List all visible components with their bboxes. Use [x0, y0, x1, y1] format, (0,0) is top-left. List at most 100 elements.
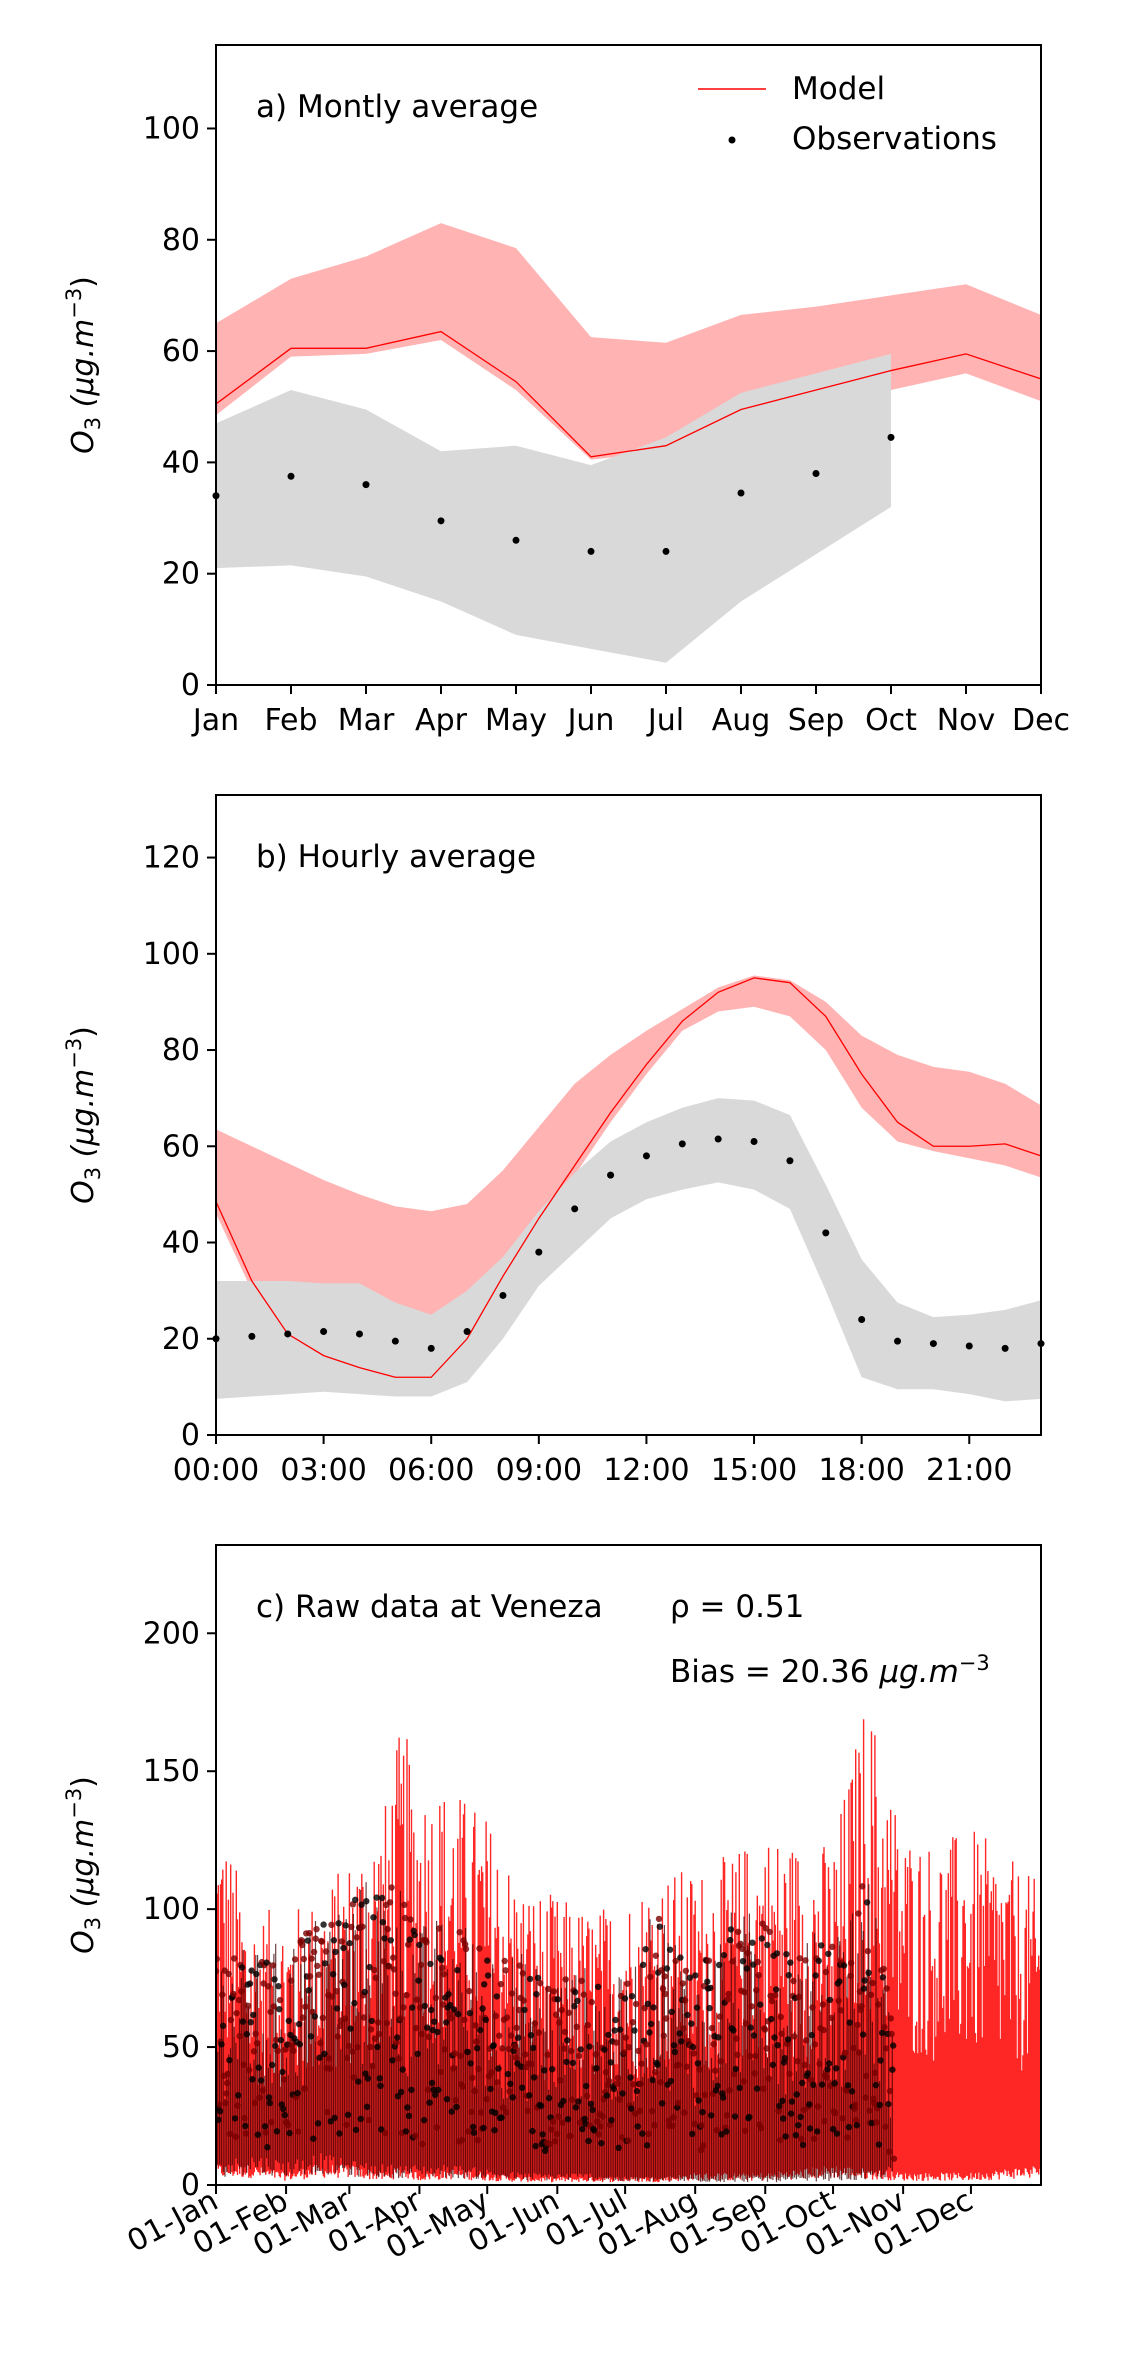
observation-point: [662, 1990, 669, 1998]
observation-point: [288, 1977, 295, 1984]
observation-point: [468, 2108, 475, 2116]
panel-c-y-axis: 0 50 100 150 200: [143, 1616, 216, 2203]
observation-point: [705, 1957, 713, 1964]
observation-point: [550, 1988, 557, 1995]
observation-point: [876, 2101, 883, 2109]
y-tick-label: 100: [143, 111, 200, 146]
observation-point: [251, 2099, 258, 2107]
observation-point: [832, 2109, 839, 2117]
observation-point: [282, 2046, 289, 2053]
observation-point: [633, 2087, 641, 2095]
observation-point: [575, 2052, 583, 2060]
observation-point: [732, 2065, 739, 2073]
observation-point: [578, 1977, 585, 1985]
observation-point: [622, 2034, 629, 2041]
x-tick-label: 18:00: [818, 1453, 904, 1488]
observation-point: [836, 1978, 843, 1985]
observation-point: [874, 2001, 882, 2008]
ylabel-exp: −3: [62, 288, 86, 319]
observation-point: [428, 2006, 435, 2014]
observation-point: [794, 2058, 801, 2065]
observation-point: [733, 2035, 740, 2042]
observation-point: [871, 2069, 879, 2076]
observation-point: [322, 1948, 330, 1955]
panel-c-frame: [215, 1544, 1042, 2186]
observation-point: [825, 2060, 833, 2067]
observation-point: [823, 2074, 830, 2081]
observation-point: [370, 1914, 377, 1921]
observation-point: [589, 2106, 596, 2113]
observation-point: [726, 2087, 733, 2094]
observation-point: [504, 2070, 512, 2078]
observation-point: [797, 2113, 804, 2121]
observation-point: [546, 2140, 553, 2148]
observation-point: [372, 1974, 379, 1982]
observation-point: [839, 2115, 846, 2122]
observation-point: [224, 2070, 232, 2077]
observation-point: [515, 2006, 523, 2014]
observation-point: [219, 2022, 227, 2030]
observation-point: [471, 2087, 478, 2095]
observation-point: [746, 2113, 753, 2121]
observation-point: [727, 1926, 735, 1933]
observation-point: [501, 1957, 508, 1965]
observation-point: [322, 1960, 329, 1967]
observation-point: [686, 1974, 694, 1981]
observation-point: [660, 2032, 667, 2039]
observation-point: [595, 2131, 603, 2138]
observation-point: [859, 2031, 867, 2038]
observation-point: [787, 1959, 794, 1966]
observation-point: [752, 2052, 759, 2059]
observation-point: [530, 2074, 538, 2081]
observation-point: [818, 1942, 825, 1949]
observation-point: [713, 2127, 720, 2134]
observation-point: [888, 2030, 895, 2038]
observation-point: [287, 472, 295, 480]
observation-point: [852, 2116, 860, 2124]
observation-point: [828, 2014, 835, 2022]
observation-point: [676, 2030, 683, 2037]
observation-point: [238, 1988, 245, 1995]
observation-point: [800, 2106, 807, 2113]
ylabel-o: O: [66, 1180, 101, 1204]
observation-point: [477, 2109, 485, 2116]
observation-point: [477, 2026, 484, 2034]
y-tick-label: 80: [162, 223, 200, 258]
observation-point: [572, 1988, 579, 1996]
observation-point: [781, 2055, 788, 2062]
observation-point: [374, 2043, 381, 2051]
observation-point: [882, 2123, 889, 2131]
ylabel-close: ): [66, 1026, 101, 1038]
observation-point: [616, 2096, 623, 2103]
observation-point: [425, 2033, 432, 2041]
observation-point: [299, 1941, 306, 1949]
panel-b-model-line: [215, 977, 1042, 1378]
observation-point: [457, 2052, 464, 2060]
observation-point: [787, 2110, 795, 2117]
observation-point: [499, 2045, 506, 2052]
panel-c-y-label: O3 (μg.m−3): [62, 1776, 105, 1954]
observation-point: [812, 470, 820, 478]
observation-point: [254, 2131, 262, 2138]
observation-point: [871, 2100, 878, 2107]
x-tick-label: Mar: [338, 703, 395, 738]
panel-b-frame: [215, 794, 1042, 1436]
y-tick-label: 20: [162, 1322, 200, 1357]
panel-b-y-axis: 0 20 40 60 80 100 120: [143, 841, 216, 1453]
panel-a-bands: [216, 223, 1041, 663]
observation-point: [531, 2020, 538, 2027]
observation-point: [774, 2042, 781, 2049]
observation-point: [299, 2014, 307, 2021]
observation-point: [625, 2044, 633, 2051]
observation-point: [513, 2024, 520, 2032]
observation-point: [375, 2030, 383, 2038]
observation-point: [329, 1993, 336, 2000]
observation-point: [248, 1332, 256, 1340]
observation-point: [684, 2011, 691, 2019]
observation-point: [786, 1157, 794, 1165]
x-tick-label: Dec: [1012, 703, 1070, 738]
observation-point: [508, 1990, 516, 1997]
observation-point: [734, 2051, 741, 2058]
ylabel-unit: (μg.m: [66, 1069, 101, 1167]
observation-point: [715, 1961, 723, 1969]
